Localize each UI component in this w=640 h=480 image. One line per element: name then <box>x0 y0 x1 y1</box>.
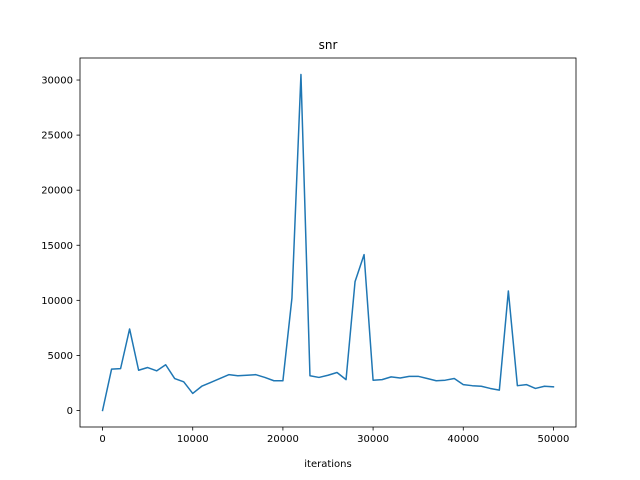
y-tick-label: 15000 <box>41 241 73 252</box>
x-tick-label: 50000 <box>538 434 570 445</box>
y-tick-label: 30000 <box>41 76 73 87</box>
x-tick-label: 10000 <box>177 434 209 445</box>
y-tick-label: 10000 <box>41 296 73 307</box>
y-tick-label: 0 <box>67 406 73 417</box>
x-axis-title: iterations <box>304 459 351 470</box>
y-tick-label: 20000 <box>41 186 73 197</box>
y-axis-ticks: 0 5000 10000 15000 20000 25000 30000 <box>41 76 80 417</box>
y-tick-label: 25000 <box>41 131 73 142</box>
series-line-0 <box>101 73 555 412</box>
x-tick-label: 20000 <box>267 434 299 445</box>
plot-frame <box>79 57 577 428</box>
x-tick-label: 30000 <box>357 434 389 445</box>
y-tick-label: 5000 <box>48 351 73 362</box>
x-tick-label: 40000 <box>447 434 479 445</box>
x-axis-ticks: 0 10000 20000 30000 40000 50000 <box>99 427 569 445</box>
chart-title: snr <box>319 38 338 52</box>
x-tick-label: 0 <box>99 434 105 445</box>
plot-area <box>79 57 577 428</box>
